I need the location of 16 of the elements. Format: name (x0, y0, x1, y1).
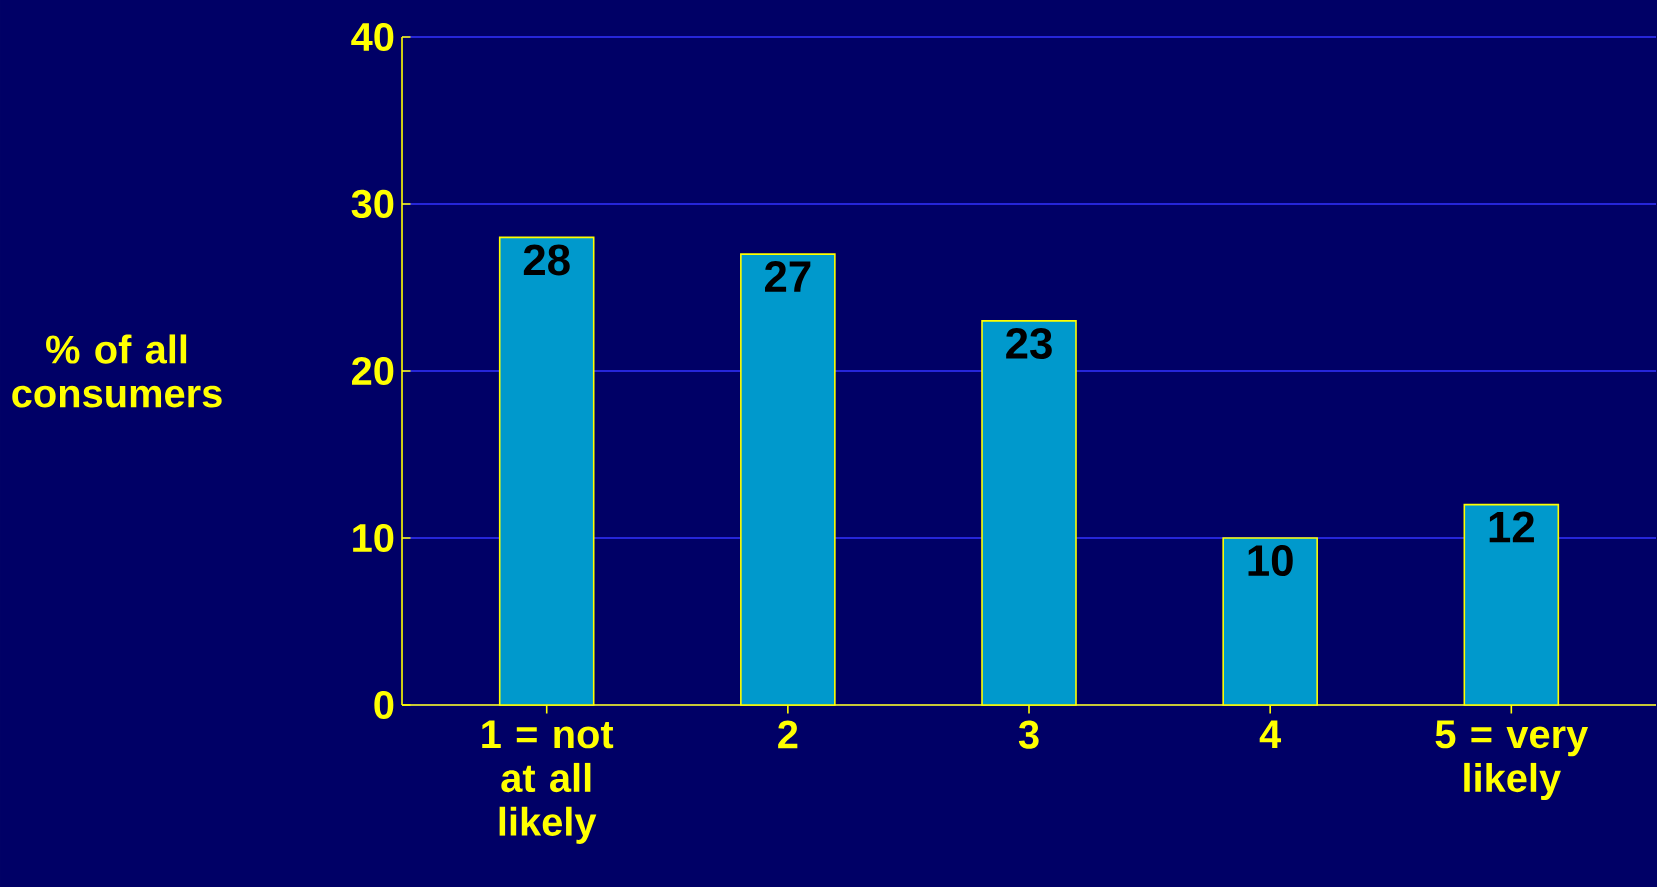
x-tick-label: 3 (1018, 720, 1039, 749)
y-axis-title: % of all consumers (12, 334, 222, 408)
data-label: 28 (523, 244, 570, 276)
data-label: 10 (1248, 545, 1293, 577)
data-label: 23 (1006, 327, 1052, 360)
data-label: 12 (1489, 511, 1534, 543)
x-tick-label: 5 = very likely (1435, 720, 1589, 801)
x-tick-label: 4 (1259, 720, 1282, 748)
data-label: 27 (765, 261, 811, 292)
y-tick-label: 30 (351, 189, 394, 219)
y-tick-label: 40 (351, 22, 394, 52)
y-tick-label: 0 (374, 690, 394, 720)
y-tick-label: 20 (352, 356, 394, 386)
y-tick-label: 10 (353, 523, 394, 553)
x-tick-label: 2 (778, 720, 798, 749)
x-tick-label: 1 = not at all likely (482, 720, 614, 844)
